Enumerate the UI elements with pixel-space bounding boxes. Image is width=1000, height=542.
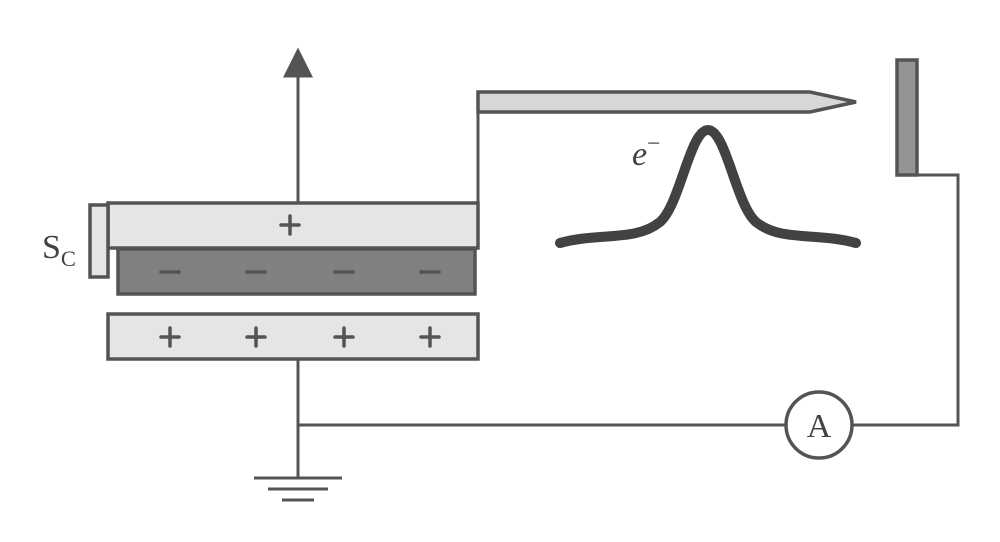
emitter-probe — [478, 92, 856, 112]
side-connector — [90, 205, 108, 277]
wire-right — [852, 175, 958, 425]
wire-bottom-left — [298, 359, 786, 425]
label-sc: SC — [42, 229, 76, 271]
electron-pulse-curve — [560, 130, 856, 243]
target-plate — [897, 60, 917, 175]
label-electron: e− — [632, 131, 661, 173]
label-ammeter: A — [807, 408, 832, 445]
